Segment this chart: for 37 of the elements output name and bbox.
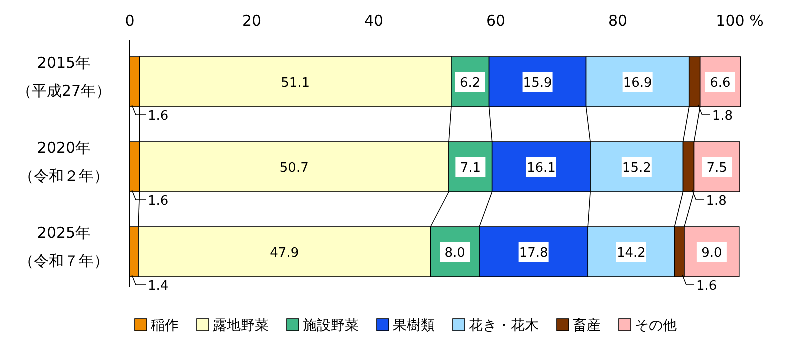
data-label: 17.8 [519,246,548,261]
legend-label: 花き・花木 [469,318,539,334]
data-label: 1.6 [696,279,718,294]
y-tick-label: 2025年（令和７年） [19,224,109,270]
data-label: 9.0 [702,246,722,261]
data-label: 14.2 [616,246,646,261]
data-label: 7.1 [460,161,482,176]
data-label: 1.8 [706,194,727,209]
x-tick-label: 20 [242,12,262,30]
data-label: 50.7 [280,161,309,176]
data-label: 1.8 [712,109,734,124]
legend-label: 施設野菜 [303,318,359,334]
data-label: 47.9 [270,246,300,261]
data-label: 15.2 [622,161,652,176]
data-label: 1.6 [148,109,169,124]
data-label: 6.6 [710,76,731,91]
data-label: 51.1 [281,76,310,91]
y-tick-label: 2015年（平成27年） [16,54,112,100]
data-label: 1.6 [148,194,169,209]
x-tick-label: 80 [608,12,628,30]
data-label: 7.5 [706,161,728,176]
x-tick-label: 0 [125,12,135,30]
legend-label: 稲作 [151,318,179,334]
data-label: 8.0 [444,246,466,261]
data-label: 1.4 [148,279,169,294]
y-tick-label: 2020年（令和２年） [19,139,109,185]
data-label: 16.9 [623,76,652,91]
data-label: 16.1 [526,161,556,176]
data-label: 15.9 [523,76,552,91]
legend-label: 畜産 [573,317,601,334]
x-tick-label: 60 [486,12,506,30]
x-tick-label: 40 [364,12,384,30]
x-tick-label: 100 % [716,12,764,30]
data-label: 6.2 [460,76,481,91]
legend-label: その他 [635,318,677,334]
legend-label: 果樹類 [393,318,435,334]
legend-label: 露地野菜 [213,318,269,334]
